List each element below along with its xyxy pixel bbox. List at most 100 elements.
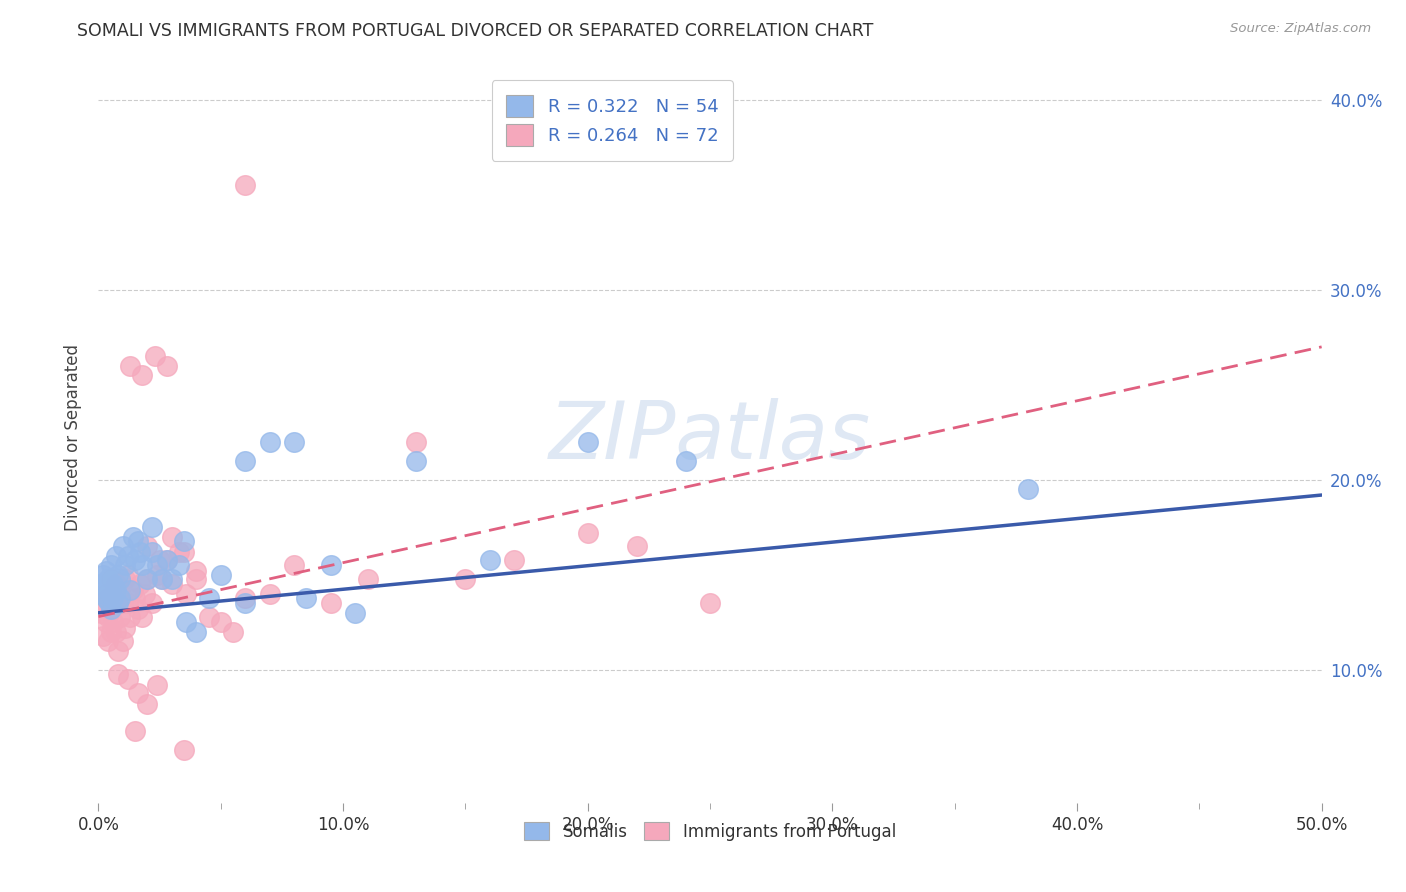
Point (197, 591, 219, 605)
Point (675, 454, 697, 468)
Point (146, 567, 169, 582)
Point (110, 572, 132, 586)
Point (405, 454, 427, 468)
Point (131, 368, 153, 383)
Point (576, 526, 599, 541)
Point (197, 609, 219, 624)
Point (295, 591, 318, 605)
Point (129, 545, 152, 559)
Point (233, 454, 256, 468)
Point (146, 558, 169, 573)
Point (176, 615, 198, 630)
Point (107, 591, 129, 605)
Point (90, 577, 112, 591)
Point (319, 558, 342, 573)
Point (117, 673, 139, 687)
Point (124, 723, 146, 738)
Point (120, 582, 142, 597)
Point (101, 591, 124, 605)
Point (150, 572, 173, 586)
Point (94, 615, 117, 630)
Point (156, 552, 179, 566)
Point (186, 572, 208, 586)
Point (100, 572, 122, 586)
Point (127, 602, 149, 616)
Point (405, 434, 427, 449)
Point (173, 545, 195, 559)
Point (104, 624, 127, 639)
Point (114, 558, 136, 573)
Point (114, 621, 136, 635)
Point (233, 591, 256, 605)
Point (454, 572, 477, 586)
Point (107, 567, 129, 582)
Point (141, 520, 163, 534)
Point (107, 644, 129, 658)
Y-axis label: Divorced or Separated: Divorced or Separated (65, 343, 83, 531)
Point (107, 666, 129, 681)
Point (111, 596, 134, 610)
Point (136, 572, 159, 586)
Point (104, 582, 127, 597)
Point (283, 434, 305, 449)
Point (156, 359, 179, 373)
Point (111, 539, 134, 553)
Point (176, 587, 198, 601)
Point (173, 533, 195, 548)
Point (136, 539, 159, 553)
Point (100, 602, 122, 616)
Point (127, 685, 149, 699)
Point (120, 359, 142, 373)
Point (121, 530, 143, 544)
Point (117, 549, 139, 563)
Point (136, 572, 159, 586)
Point (110, 582, 132, 597)
Point (91, 596, 114, 610)
Point (259, 587, 281, 601)
Point (117, 596, 139, 610)
Point (209, 567, 232, 582)
Point (124, 552, 146, 566)
Point (141, 545, 163, 559)
Point (111, 634, 134, 648)
Point (101, 615, 124, 630)
Point (283, 558, 305, 573)
Point (107, 596, 129, 610)
Point (319, 596, 342, 610)
Point (149, 552, 172, 566)
Point (259, 434, 281, 449)
Point (91, 629, 114, 643)
Point (356, 572, 378, 586)
Point (101, 591, 124, 605)
Point (94, 577, 117, 591)
Point (100, 602, 122, 616)
Point (97, 609, 120, 624)
Point (100, 558, 122, 573)
Point (120, 609, 142, 624)
Point (173, 742, 195, 756)
Point (160, 530, 183, 544)
Point (91, 567, 114, 582)
Point (131, 609, 153, 624)
Point (131, 558, 153, 573)
Point (100, 624, 122, 639)
Point (160, 572, 183, 586)
Point (110, 591, 132, 605)
Point (233, 178, 256, 193)
Point (127, 533, 149, 548)
Point (94, 591, 117, 605)
Point (136, 697, 159, 711)
Point (134, 587, 156, 601)
Point (97, 572, 120, 586)
Point (97, 634, 120, 648)
Point (97, 582, 120, 597)
Point (1017, 483, 1039, 497)
Point (101, 577, 124, 591)
Point (699, 596, 721, 610)
Point (91, 587, 114, 601)
Point (344, 606, 367, 620)
Point (626, 539, 648, 553)
Point (97, 594, 120, 608)
Point (160, 577, 183, 591)
Point (146, 678, 169, 692)
